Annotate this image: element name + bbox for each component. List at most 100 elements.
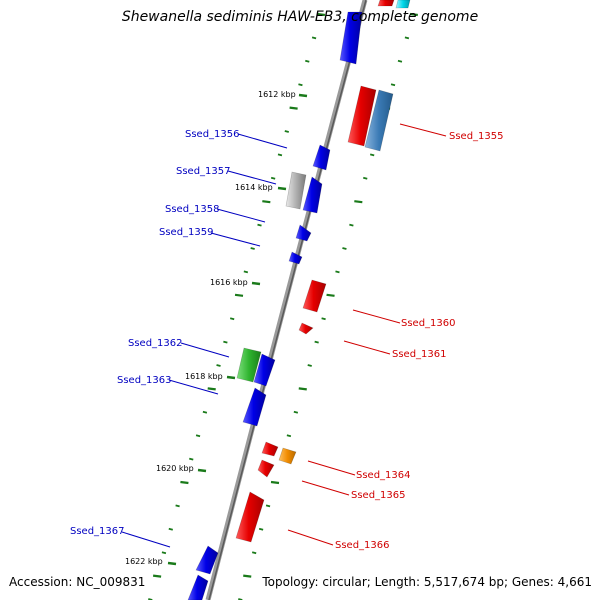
gene-ssed-1360 [302, 279, 327, 313]
outer-tick-7 [363, 176, 368, 180]
topology-text: Topology: circular; Length: 5,517,674 bp… [262, 575, 592, 589]
inner-tick-20 [180, 480, 189, 485]
gene-label-ssed-1357[interactable]: Ssed_1357 [176, 166, 231, 177]
outer-tick-1 [404, 36, 410, 40]
gene-ssed-1355-red [347, 85, 377, 147]
outer-tick-2 [397, 59, 403, 63]
inner-tick-3 [298, 83, 303, 87]
kbp-tick-0 [298, 93, 308, 98]
kbp-tick-1 [277, 186, 287, 191]
leader-ssed-1355 [399, 123, 447, 137]
gene-ssed-1361 [298, 322, 314, 335]
inner-tick-2 [305, 59, 310, 63]
gene-ssed-1366 [235, 491, 265, 543]
gene-label-ssed-1362[interactable]: Ssed_1362 [128, 338, 183, 349]
gene-label-ssed-1365[interactable]: Ssed_1365 [351, 490, 406, 501]
gene-label-ssed-1361[interactable]: Ssed_1361 [392, 349, 447, 360]
inner-tick-12 [234, 293, 244, 297]
kbp-tick-2 [251, 281, 261, 286]
inner-tick-14 [223, 340, 228, 344]
outer-tick-13 [321, 317, 326, 321]
gene-label-ssed-1355[interactable]: Ssed_1355 [449, 131, 504, 142]
inner-tick-0 [316, 12, 326, 17]
backbone-arc [205, 0, 368, 600]
gene-ssed-1362 [236, 347, 262, 383]
gene-ssed-1357-blue [302, 176, 323, 214]
inner-tick-19 [189, 457, 194, 461]
inner-tick-5 [284, 130, 290, 133]
accession-text: Accession: NC_009831 [9, 575, 146, 589]
leader-ssed-1367 [121, 531, 171, 548]
gene-cyan-top [395, 0, 411, 9]
inner-tick-15 [216, 364, 221, 367]
inner-tick-22 [168, 527, 173, 531]
gene-ssed-1355-steel [364, 89, 394, 152]
outer-tick-11 [335, 270, 340, 274]
genome-backbone [205, 0, 368, 600]
outer-tick-20 [270, 480, 280, 485]
gene-blue-top [339, 11, 363, 65]
kbp-label-1614: 1614 kbp [235, 183, 273, 192]
gene-ssed-1359-a [295, 224, 312, 242]
backbone-arc-edge [208, 0, 367, 600]
gene-ssed-1365 [257, 459, 275, 478]
inner-tick-21 [175, 504, 180, 508]
inner-tick-8 [262, 200, 271, 204]
outer-tick-23 [251, 551, 257, 555]
inner-tick-9 [257, 223, 262, 227]
outer-tick-21 [265, 504, 271, 508]
gene-label-ssed-1363[interactable]: Ssed_1363 [117, 375, 172, 386]
outer-tick-8 [354, 200, 363, 204]
outer-tick-15 [307, 364, 312, 367]
outer-tick-24 [243, 574, 252, 578]
leader-ssed-1359 [210, 232, 261, 247]
inner-tick-7 [270, 176, 276, 180]
outer-tick-10 [342, 247, 347, 250]
gene-label-ssed-1358[interactable]: Ssed_1358 [165, 204, 220, 215]
gene-features [187, 0, 411, 600]
gene-label-ssed-1359[interactable]: Ssed_1359 [159, 227, 214, 238]
inner-tick-6 [277, 153, 283, 157]
gene-ssed-1357-gray [285, 171, 307, 210]
outer-tick-3 [390, 83, 396, 87]
outer-tick-9 [349, 223, 354, 227]
inner-tick-13 [229, 317, 235, 321]
leader-ssed-1362 [180, 342, 230, 358]
kbp-label-1616: 1616 kbp [210, 278, 248, 287]
outer-tick-14 [314, 340, 319, 344]
kbp-tick-5 [167, 561, 177, 566]
outer-tick-17 [293, 410, 299, 414]
gene-label-ssed-1360[interactable]: Ssed_1360 [401, 318, 456, 329]
gene-ssed-1359-b [288, 251, 303, 265]
kbp-label-1620: 1620 kbp [156, 464, 194, 473]
leader-ssed-1366 [287, 529, 334, 546]
inner-tick-18 [195, 434, 201, 438]
leader-ssed-1364 [307, 460, 356, 476]
gene-label-ssed-1356[interactable]: Ssed_1356 [185, 129, 240, 140]
gene-ssed-1356 [312, 144, 331, 171]
inner-tick-4 [289, 106, 298, 110]
gene-ssed-1363 [242, 387, 267, 427]
leader-ssed-1360 [352, 309, 401, 324]
gene-ssed-1364-orange [278, 447, 297, 465]
genome-title: Shewanella sediminis HAW-EB3, complete g… [121, 9, 479, 25]
leader-ssed-1356 [237, 133, 288, 149]
kbp-label-1612: 1612 kbp [258, 90, 296, 99]
gene-label-ssed-1367[interactable]: Ssed_1367 [70, 526, 125, 537]
inner-tick-16 [207, 387, 216, 391]
gene-ssed-1367-b [187, 574, 209, 600]
leader-ssed-1365 [301, 480, 350, 496]
tick-marks [148, 12, 418, 600]
gene-label-ssed-1364[interactable]: Ssed_1364 [356, 470, 411, 481]
inner-tick-17 [202, 410, 208, 414]
outer-tick-16 [298, 387, 307, 391]
outer-tick-12 [326, 293, 335, 297]
label-leader-lines [121, 123, 447, 548]
gene-red-top [377, 0, 395, 7]
inner-tick-11 [243, 270, 249, 274]
gene-label-ssed-1366[interactable]: Ssed_1366 [335, 540, 390, 551]
leader-ssed-1357 [227, 170, 277, 185]
inner-tick-24 [152, 574, 162, 578]
